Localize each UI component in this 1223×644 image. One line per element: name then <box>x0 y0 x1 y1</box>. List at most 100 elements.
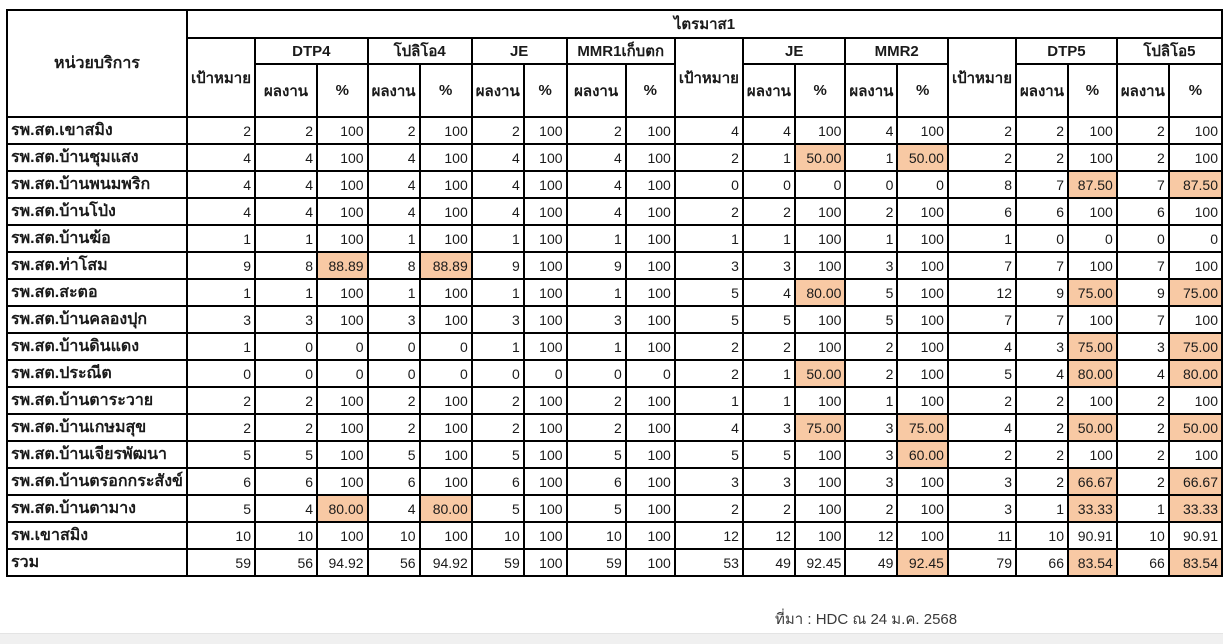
value-cell: 4 <box>366 170 421 199</box>
value-cell: 100 <box>896 494 949 523</box>
value-cell: 4 <box>253 197 319 226</box>
value-cell: 2 <box>366 116 421 145</box>
value-cell: 100 <box>522 224 568 253</box>
value-cell: 100 <box>1167 251 1223 280</box>
value-cell: 1 <box>185 332 257 361</box>
value-cell: 100 <box>624 170 676 199</box>
group-header-mmr2: MMR2 <box>844 37 949 65</box>
value-cell: 100 <box>316 305 369 334</box>
value-cell: 50.00 <box>793 143 847 172</box>
value-cell: 2 <box>844 197 899 226</box>
unit-cell: รพ.สต.บ้านดินแดง <box>6 332 188 361</box>
value-cell: 7 <box>1115 305 1170 334</box>
value-cell: 94.92 <box>418 548 473 577</box>
value-cell: 100 <box>418 170 473 199</box>
value-cell: 5 <box>673 305 744 334</box>
value-cell: 9 <box>1015 278 1069 307</box>
value-cell: 87.50 <box>1167 170 1223 199</box>
group-header-polio5: โปลิโอ5 <box>1115 37 1223 65</box>
value-cell: 100 <box>418 413 473 442</box>
value-cell: 2 <box>946 440 1018 469</box>
value-cell: 49 <box>741 548 796 577</box>
value-cell: 10 <box>470 521 525 550</box>
value-cell: 3 <box>366 305 421 334</box>
value-cell: 4 <box>673 116 744 145</box>
value-cell: 6 <box>565 467 627 496</box>
value-cell: 9 <box>1115 278 1170 307</box>
value-cell: 100 <box>896 116 949 145</box>
value-cell: 100 <box>624 494 676 523</box>
value-cell: 100 <box>793 494 847 523</box>
result-header: ผลงาน <box>565 63 627 118</box>
percent-header: % <box>316 63 369 118</box>
value-cell: 59 <box>565 548 627 577</box>
value-cell: 0 <box>253 359 319 388</box>
value-cell: 5 <box>185 440 257 469</box>
value-cell: 12 <box>844 521 899 550</box>
value-cell: 66 <box>1015 548 1069 577</box>
value-cell: 8 <box>253 251 319 280</box>
value-cell: 100 <box>316 143 369 172</box>
value-cell: 0 <box>522 359 568 388</box>
percent-header: % <box>624 63 676 118</box>
value-cell: 100 <box>522 143 568 172</box>
value-cell: 100 <box>793 224 847 253</box>
value-cell: 8 <box>366 251 421 280</box>
value-cell: 100 <box>793 116 847 145</box>
value-cell: 4 <box>565 197 627 226</box>
value-cell: 100 <box>316 413 369 442</box>
percent-header: % <box>418 63 473 118</box>
value-cell: 2 <box>470 413 525 442</box>
value-cell: 100 <box>793 332 847 361</box>
value-cell: 80.00 <box>1066 359 1118 388</box>
value-cell: 6 <box>366 467 421 496</box>
value-cell: 12 <box>673 521 744 550</box>
unit-cell: รพ.สต.บ้านเจียรพัฒนา <box>6 440 188 469</box>
value-cell: 2 <box>844 359 899 388</box>
value-cell: 2 <box>741 197 796 226</box>
value-cell: 5 <box>565 440 627 469</box>
value-cell: 100 <box>896 224 949 253</box>
value-cell: 7 <box>1015 251 1069 280</box>
value-cell: 5 <box>946 359 1018 388</box>
value-cell: 90.91 <box>1066 521 1118 550</box>
value-cell: 100 <box>1066 305 1118 334</box>
value-cell: 100 <box>316 386 369 415</box>
table-row: รพ.สต.เขาสมิง 2 2 100 2 100 2 100 2 100 4 4 100 4 100 2… <box>6 116 1223 145</box>
value-cell: 3 <box>185 305 257 334</box>
value-cell: 4 <box>253 170 319 199</box>
value-cell: 4 <box>366 143 421 172</box>
value-cell: 50.00 <box>1066 413 1118 442</box>
value-cell: 100 <box>793 386 847 415</box>
value-cell: 0 <box>1167 224 1223 253</box>
unit-cell: รพ.สต.บ้านตรอกกระสังข์ <box>6 467 188 496</box>
value-cell: 6 <box>253 467 319 496</box>
value-cell: 5 <box>470 440 525 469</box>
table-row: รพ.สต.บ้านดินแดง 1 0 0 0 0 1 100 1 100 2 2 100 2 100 4 3… <box>6 332 1223 361</box>
value-cell: 4 <box>470 197 525 226</box>
value-cell: 0 <box>1015 224 1069 253</box>
value-cell: 100 <box>896 251 949 280</box>
value-cell: 100 <box>896 305 949 334</box>
value-cell: 100 <box>624 521 676 550</box>
value-cell: 100 <box>624 386 676 415</box>
value-cell: 10 <box>185 521 257 550</box>
value-cell: 100 <box>522 305 568 334</box>
value-cell: 100 <box>1066 143 1118 172</box>
value-cell: 60.00 <box>896 440 949 469</box>
unit-cell: รพ.สต.ท่าโสม <box>6 251 188 280</box>
value-cell: 9 <box>565 251 627 280</box>
group-header-dtp4: DTP4 <box>254 37 369 65</box>
value-cell: 2 <box>844 494 899 523</box>
value-cell: 4 <box>946 413 1018 442</box>
table-row: รวม 59 56 94.92 56 94.92 59 100 59 100 53 49 92.45 49… <box>6 548 1223 577</box>
target-header-1: เป้าหมาย <box>185 37 257 118</box>
value-cell: 4 <box>253 143 319 172</box>
value-cell: 2 <box>1015 386 1069 415</box>
vaccination-coverage-table: หน่วยบริการ ไตรมาส1 เป้าหมาย DTP4 โปลิโอ… <box>6 9 1223 577</box>
value-cell: 100 <box>316 170 369 199</box>
value-cell: 50.00 <box>896 143 949 172</box>
value-cell: 2 <box>565 116 627 145</box>
horizontal-scrollbar[interactable] <box>0 633 1223 644</box>
value-cell: 66.67 <box>1167 467 1223 496</box>
